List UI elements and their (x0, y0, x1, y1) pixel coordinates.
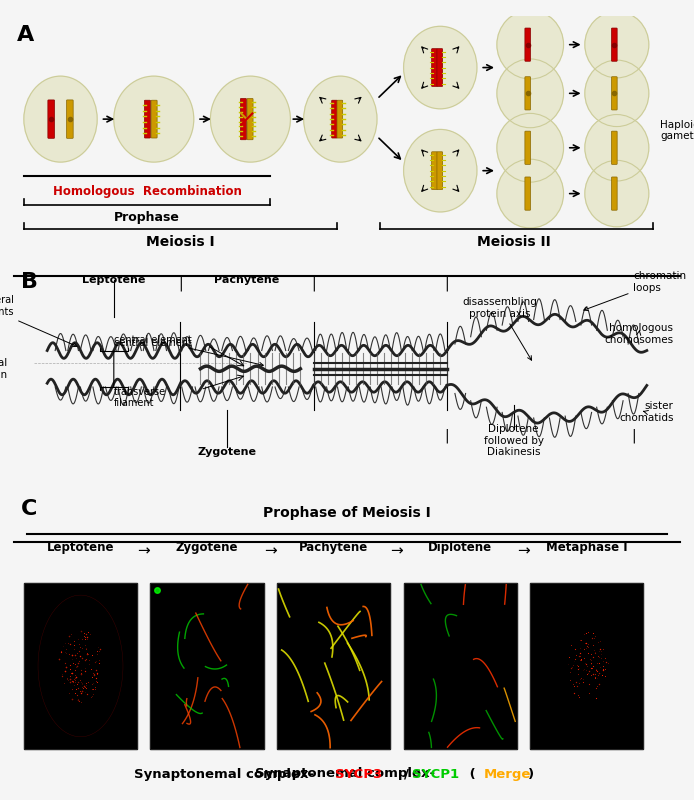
Text: |: | (445, 276, 449, 290)
Ellipse shape (114, 76, 194, 162)
Text: |: | (178, 276, 183, 290)
Text: Pachytene: Pachytene (214, 275, 280, 285)
Bar (24, 582, 137, 750)
FancyBboxPatch shape (611, 177, 617, 210)
FancyBboxPatch shape (24, 582, 137, 750)
Ellipse shape (497, 59, 564, 128)
Ellipse shape (404, 130, 477, 212)
FancyBboxPatch shape (151, 100, 157, 138)
Text: Haploid gametes: Haploid gametes (660, 120, 694, 142)
Text: homologous
chomosomes: homologous chomosomes (604, 323, 673, 345)
FancyBboxPatch shape (525, 177, 530, 210)
Text: axial/lateral
elements: axial/lateral elements (0, 295, 77, 346)
FancyBboxPatch shape (525, 131, 530, 164)
FancyBboxPatch shape (437, 49, 443, 86)
Text: →: → (391, 544, 403, 558)
Ellipse shape (304, 76, 377, 162)
Ellipse shape (585, 11, 649, 78)
Ellipse shape (585, 160, 649, 227)
Text: |: | (445, 429, 449, 443)
FancyBboxPatch shape (332, 100, 337, 138)
Ellipse shape (497, 159, 564, 228)
Text: Prophase of Meiosis I: Prophase of Meiosis I (263, 506, 431, 520)
Text: central element: central element (114, 334, 263, 366)
FancyBboxPatch shape (530, 582, 643, 750)
Bar (277, 582, 390, 750)
FancyBboxPatch shape (611, 131, 617, 164)
FancyBboxPatch shape (247, 98, 253, 140)
Text: disassembling
protein axis: disassembling protein axis (463, 297, 538, 360)
Ellipse shape (210, 76, 290, 162)
Text: transverse
filament: transverse filament (114, 386, 166, 408)
Ellipse shape (585, 114, 649, 181)
Text: Zygotene: Zygotene (198, 447, 257, 458)
FancyBboxPatch shape (240, 98, 246, 140)
Ellipse shape (497, 10, 564, 79)
Text: →: → (264, 544, 277, 558)
FancyBboxPatch shape (432, 49, 437, 86)
Bar (404, 582, 517, 750)
FancyBboxPatch shape (48, 100, 55, 138)
Text: →: → (137, 544, 150, 558)
Bar (151, 582, 264, 750)
FancyBboxPatch shape (144, 100, 151, 138)
Text: (: ( (465, 767, 475, 781)
Text: |: | (631, 429, 636, 443)
Text: ): ) (528, 767, 534, 781)
Text: Meiosis II: Meiosis II (477, 235, 550, 249)
Text: chromatin
loops: chromatin loops (584, 271, 686, 310)
Text: Prophase: Prophase (115, 210, 180, 224)
Text: sister
chomatids: sister chomatids (619, 402, 673, 423)
Text: A: A (17, 25, 35, 45)
Ellipse shape (24, 76, 97, 162)
FancyBboxPatch shape (151, 582, 264, 750)
Text: Pachytene: Pachytene (299, 541, 369, 554)
FancyBboxPatch shape (67, 100, 73, 138)
FancyBboxPatch shape (404, 582, 517, 750)
Text: Leptotene: Leptotene (82, 275, 146, 285)
FancyBboxPatch shape (525, 77, 530, 110)
FancyBboxPatch shape (432, 152, 437, 190)
Text: Zygotene: Zygotene (176, 541, 238, 554)
Text: Homologous  Recombination: Homologous Recombination (53, 185, 242, 198)
Text: Central
region: Central region (0, 358, 7, 379)
Bar (530, 582, 643, 750)
Text: SYCP3: SYCP3 (335, 767, 382, 781)
FancyBboxPatch shape (525, 28, 530, 62)
Text: C: C (21, 499, 37, 519)
Text: Synaptonemal complex-: Synaptonemal complex- (134, 767, 319, 781)
FancyBboxPatch shape (611, 77, 617, 110)
Text: Merge: Merge (484, 767, 531, 781)
Ellipse shape (497, 114, 564, 182)
Text: Diplotene
followed by
Diakinesis: Diplotene followed by Diakinesis (484, 424, 543, 458)
Ellipse shape (404, 26, 477, 109)
FancyBboxPatch shape (437, 152, 443, 190)
Ellipse shape (585, 60, 649, 126)
Text: /: / (404, 767, 409, 781)
Text: |: | (312, 276, 316, 290)
Text: SYCP1: SYCP1 (412, 767, 459, 781)
Text: Leptotene: Leptotene (46, 541, 115, 554)
Text: Synaptonemal complex-: Synaptonemal complex- (255, 766, 439, 780)
Text: Meiosis I: Meiosis I (146, 235, 214, 249)
Text: Diplotene: Diplotene (428, 541, 492, 554)
FancyBboxPatch shape (277, 582, 390, 750)
Text: →: → (517, 544, 530, 558)
FancyBboxPatch shape (337, 100, 343, 138)
Text: Metaphase I: Metaphase I (546, 541, 627, 554)
Text: B: B (21, 273, 37, 293)
Text: central element: central element (114, 338, 192, 348)
FancyBboxPatch shape (611, 28, 617, 62)
